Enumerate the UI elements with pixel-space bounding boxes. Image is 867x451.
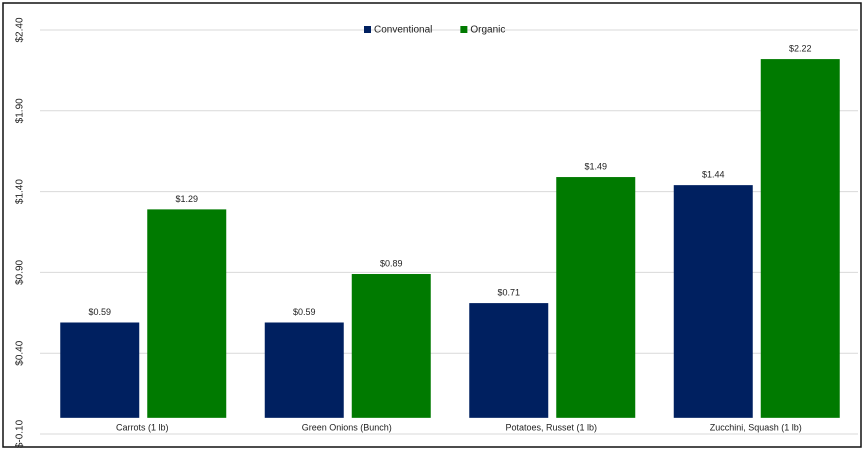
bar <box>556 177 636 418</box>
y-tick-label: $1.90 <box>15 98 26 123</box>
bar <box>264 322 344 418</box>
x-tick-label: Zucchini, Squash (1 lb) <box>710 422 802 432</box>
bar <box>469 303 549 418</box>
x-tick-label: Potatoes, Russet (1 lb) <box>505 422 597 432</box>
bar <box>760 59 840 418</box>
value-label: $0.71 <box>497 287 520 297</box>
y-tick-label: $0.90 <box>15 259 26 284</box>
x-tick-label: Green Onions (Bunch) <box>302 422 392 432</box>
value-label: $1.44 <box>702 170 725 180</box>
legend-label: Organic <box>470 25 505 36</box>
bar <box>673 185 753 418</box>
bar <box>351 274 431 418</box>
value-label: $0.59 <box>88 307 111 317</box>
value-label: $0.59 <box>293 307 316 317</box>
y-tick-label: $-0.10 <box>15 419 26 448</box>
x-tick-label: Carrots (1 lb) <box>116 422 169 432</box>
bar <box>60 322 140 418</box>
value-label: $1.29 <box>175 194 198 204</box>
legend-swatch <box>364 26 371 33</box>
value-label: $2.22 <box>789 43 812 53</box>
y-tick-label: $0.40 <box>15 340 26 365</box>
value-label: $1.49 <box>584 161 607 171</box>
bar <box>147 209 227 418</box>
y-tick-label: $1.40 <box>15 179 26 204</box>
value-label: $0.89 <box>380 258 403 268</box>
legend-label: Conventional <box>374 25 432 36</box>
y-tick-label: $2.40 <box>15 17 26 42</box>
legend-swatch <box>460 26 468 33</box>
